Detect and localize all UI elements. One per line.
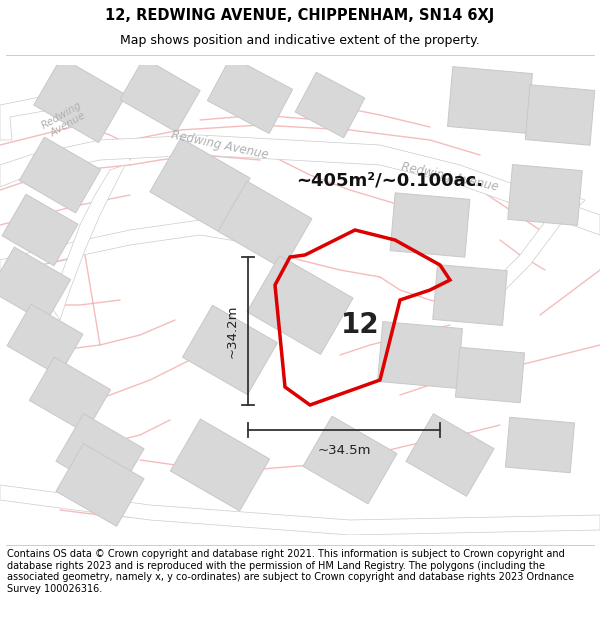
Polygon shape <box>0 90 130 140</box>
Text: Map shows position and indicative extent of the property.: Map shows position and indicative extent… <box>120 34 480 48</box>
Text: ~34.2m: ~34.2m <box>226 304 239 358</box>
Polygon shape <box>34 58 126 142</box>
Polygon shape <box>433 264 507 326</box>
Text: ~34.5m: ~34.5m <box>317 444 371 456</box>
Polygon shape <box>525 85 595 145</box>
Polygon shape <box>295 72 365 138</box>
Polygon shape <box>455 348 524 403</box>
Polygon shape <box>490 195 585 295</box>
Polygon shape <box>218 181 312 269</box>
Polygon shape <box>56 444 144 526</box>
Polygon shape <box>0 485 600 535</box>
Text: ~405m²/~0.100ac.: ~405m²/~0.100ac. <box>296 171 484 189</box>
Polygon shape <box>170 419 269 511</box>
Polygon shape <box>19 137 101 213</box>
Polygon shape <box>50 165 125 320</box>
Polygon shape <box>182 305 277 395</box>
Polygon shape <box>0 247 71 323</box>
Polygon shape <box>56 414 144 496</box>
Polygon shape <box>0 220 260 275</box>
Polygon shape <box>505 418 575 472</box>
Text: 12, REDWING AVENUE, CHIPPENHAM, SN14 6XJ: 12, REDWING AVENUE, CHIPPENHAM, SN14 6XJ <box>106 8 494 23</box>
Text: Contains OS data © Crown copyright and database right 2021. This information is : Contains OS data © Crown copyright and d… <box>7 549 574 594</box>
Polygon shape <box>390 193 470 257</box>
Polygon shape <box>406 414 494 496</box>
Polygon shape <box>0 135 600 235</box>
Polygon shape <box>120 58 200 132</box>
Polygon shape <box>29 357 110 433</box>
Text: Redwing Avenue: Redwing Avenue <box>400 161 500 194</box>
Text: 12: 12 <box>341 311 379 339</box>
Polygon shape <box>303 416 397 504</box>
Polygon shape <box>208 56 293 134</box>
Text: Redwing
Avenue: Redwing Avenue <box>40 99 90 141</box>
Polygon shape <box>448 67 532 133</box>
Text: Redwing Avenue: Redwing Avenue <box>170 128 270 162</box>
Polygon shape <box>2 194 78 266</box>
Polygon shape <box>7 304 83 376</box>
Polygon shape <box>508 164 582 226</box>
Polygon shape <box>377 322 463 388</box>
Polygon shape <box>150 138 250 232</box>
Polygon shape <box>247 256 353 354</box>
